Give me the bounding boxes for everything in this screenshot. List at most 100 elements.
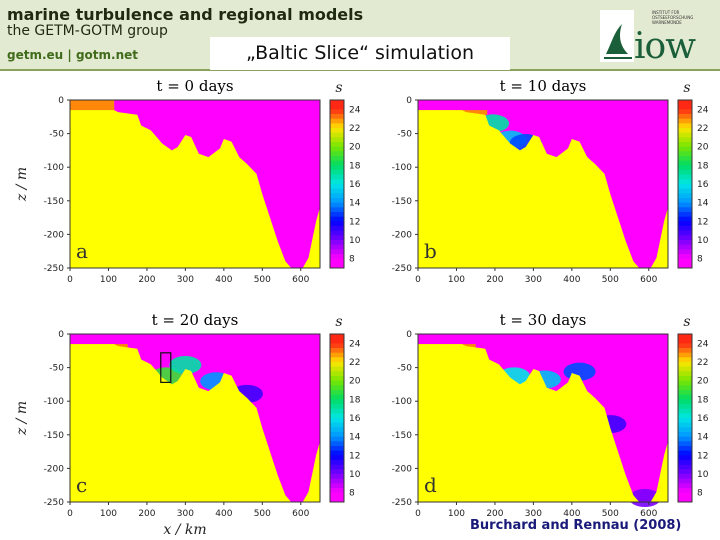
y-tick-label: -100 — [44, 397, 65, 407]
colorbar-segment — [330, 109, 344, 115]
colorbar-segment — [330, 464, 344, 470]
colorbar-segment — [678, 221, 692, 227]
colorbar-segment — [678, 427, 692, 433]
y-tick-label: -250 — [44, 498, 65, 508]
colorbar-segment — [330, 128, 344, 134]
y-tick-label: -50 — [397, 130, 412, 140]
seafloor-sediment — [70, 110, 320, 268]
panel-letter: d — [424, 473, 437, 497]
colorbar-tick-label: 12 — [349, 217, 360, 227]
y-tick-label: -100 — [392, 163, 413, 173]
iow-logo — [600, 10, 634, 62]
panel-title: t = 20 days — [152, 311, 239, 329]
colorbar-tick-label: 10 — [349, 470, 361, 480]
colorbar-tick-label: 8 — [697, 489, 703, 499]
colorbar-segment — [330, 450, 344, 456]
colorbar-segment — [678, 123, 692, 129]
colorbar-segment — [330, 221, 344, 227]
colorbar-segment — [330, 455, 344, 461]
colorbar-segment — [330, 408, 344, 414]
colorbar-tick-label: 24 — [697, 105, 709, 115]
colorbar-segment — [678, 334, 692, 340]
colorbar-segment — [330, 380, 344, 386]
y-tick-label: 0 — [406, 330, 412, 340]
y-tick-label: -200 — [392, 464, 413, 474]
header-divider — [0, 69, 720, 71]
colorbar-segment — [330, 193, 344, 199]
colorbar-segment — [678, 446, 692, 452]
x-tick-label: 500 — [254, 509, 271, 519]
y-tick-label: -250 — [44, 264, 65, 274]
colorbar-segment — [678, 357, 692, 363]
colorbar-segment — [678, 362, 692, 368]
seafloor-sediment — [70, 344, 320, 502]
colorbar-segment — [330, 390, 344, 396]
x-tick-label: 200 — [138, 509, 155, 519]
panel-title: t = 0 days — [156, 77, 233, 95]
colorbar-segment — [330, 226, 344, 232]
y-tick-label: -250 — [392, 498, 413, 508]
colorbar-segment — [330, 497, 344, 503]
colorbar-segment — [330, 258, 344, 264]
colorbar-tick-label: 10 — [697, 236, 709, 246]
y-tick-label: -200 — [392, 230, 413, 240]
plot-frame — [69, 333, 321, 503]
colorbar-segment — [330, 249, 344, 255]
x-tick-label: 200 — [486, 275, 503, 285]
colorbar-segment — [678, 132, 692, 138]
x-tick-label: 400 — [563, 275, 580, 285]
colorbar-segment — [678, 151, 692, 157]
colorbar-tick-label: 22 — [697, 358, 708, 368]
colorbar-segment — [678, 413, 692, 419]
x-tick-label: 200 — [138, 275, 155, 285]
colorbar-segment — [330, 422, 344, 428]
colorbar-segment — [678, 436, 692, 442]
highlight-box — [160, 352, 172, 383]
colorbar-segment — [330, 160, 344, 166]
y-tick-label: -150 — [392, 197, 413, 207]
colorbar-tick-label: 20 — [349, 377, 361, 387]
colorbar-segment — [330, 488, 344, 494]
y-tick-label: -150 — [44, 431, 65, 441]
colorbar-segment — [330, 188, 344, 194]
colorbar-segment — [678, 142, 692, 148]
logo-word: iow — [634, 26, 696, 67]
colorbar-segment — [330, 216, 344, 222]
colorbar-segment — [330, 432, 344, 438]
colorbar-segment — [678, 207, 692, 213]
colorbar-label: s — [335, 314, 342, 330]
x-tick-label: 100 — [448, 509, 465, 519]
colorbar-tick-label: 18 — [697, 161, 709, 171]
x-tick-label: 100 — [100, 509, 117, 519]
colorbar-segment — [678, 450, 692, 456]
panel-title: t = 10 days — [500, 77, 587, 95]
x-tick-label: 600 — [640, 275, 657, 285]
colorbar-segment — [330, 413, 344, 419]
x-tick-label: 500 — [254, 275, 271, 285]
x-tick-label: 0 — [415, 509, 421, 519]
colorbar-tick-label: 8 — [349, 255, 355, 265]
colorbar-segment — [330, 362, 344, 368]
colorbar-tick-label: 10 — [349, 236, 361, 246]
colorbar-segment — [330, 146, 344, 152]
y-tick-label: -50 — [49, 364, 64, 374]
colorbar-segment — [678, 455, 692, 461]
header-links[interactable]: getm.eu | gotm.net — [7, 48, 138, 62]
colorbar-segment — [330, 207, 344, 213]
x-tick-label: 0 — [67, 275, 73, 285]
colorbar-segment — [330, 366, 344, 372]
colorbar-tick-label: 16 — [349, 180, 361, 190]
colorbar-segment — [678, 422, 692, 428]
colorbar-segment — [330, 244, 344, 250]
colorbar-tick-label: 12 — [349, 451, 360, 461]
colorbar-tick-label: 14 — [349, 199, 361, 209]
colorbar-segment — [678, 156, 692, 162]
colorbar-segment — [330, 376, 344, 382]
colorbar-segment — [678, 240, 692, 246]
colorbar-segment — [678, 488, 692, 494]
colorbar-segment — [330, 165, 344, 171]
colorbar-segment — [330, 371, 344, 377]
colorbar-segment — [678, 226, 692, 232]
